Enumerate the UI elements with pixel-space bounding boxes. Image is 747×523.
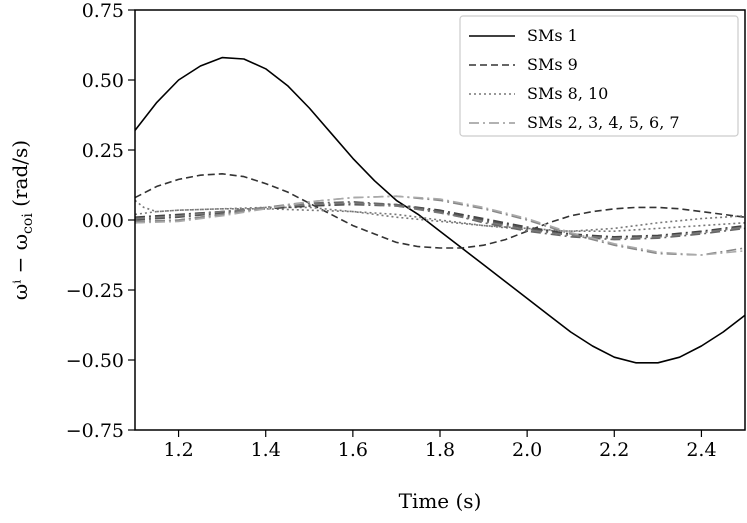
series-layer [135,56,745,364]
y-tick-label: −0.25 [66,280,124,302]
series-line-3 [135,199,745,232]
y-tick-label: −0.75 [66,420,124,442]
series-line-4 [135,195,745,256]
series-line-3 [135,206,745,232]
series-line-4 [135,195,745,256]
x-tick-label: 1.4 [251,439,281,461]
legend-item-label: SMs 8, 10 [527,84,608,103]
legend: SMs 1 SMs 9 SMs 8, 10 SMs 2, 3, 4, 5, 6, 7 [459,15,739,137]
y-axis-label-main: ωⁱ − ω [8,234,32,300]
series-line-2 [135,173,745,249]
legend-item-label: SMs 1 [527,26,578,45]
x-axis-label: Time (s) [399,489,482,513]
y-tick-label: 0.50 [82,70,124,92]
y-axis-label: ωⁱ − ωcoi (rad/s) [8,140,36,300]
x-tick-label: 1.2 [163,439,193,461]
x-axis: 1.2 1.4 1.6 1.8 2.0 2.2 2.4 [163,430,717,461]
y-tick-label: 0.00 [82,210,124,232]
series-line-1 [135,56,745,364]
legend-item-label: SMs 9 [527,55,578,74]
y-tick-label: −0.50 [66,350,124,372]
series-line-4 [135,202,745,239]
x-tick-label: 1.6 [338,439,368,461]
y-tick-label: 0.25 [82,140,124,162]
y-axis-label-unit: (rad/s) [8,140,32,213]
y-tick-label: 0.75 [82,0,124,22]
x-tick-label: 2.2 [599,439,629,461]
y-axis: −0.75 −0.50 −0.25 0.00 0.25 0.50 0.75 [66,0,135,442]
x-tick-label: 1.8 [425,439,455,461]
x-tick-label: 2.4 [686,439,716,461]
y-axis-label-subscript: coi [20,213,36,234]
legend-box [459,15,739,137]
legend-item-label: SMs 2, 3, 4, 5, 6, 7 [527,113,680,132]
x-tick-label: 2.0 [512,439,542,461]
